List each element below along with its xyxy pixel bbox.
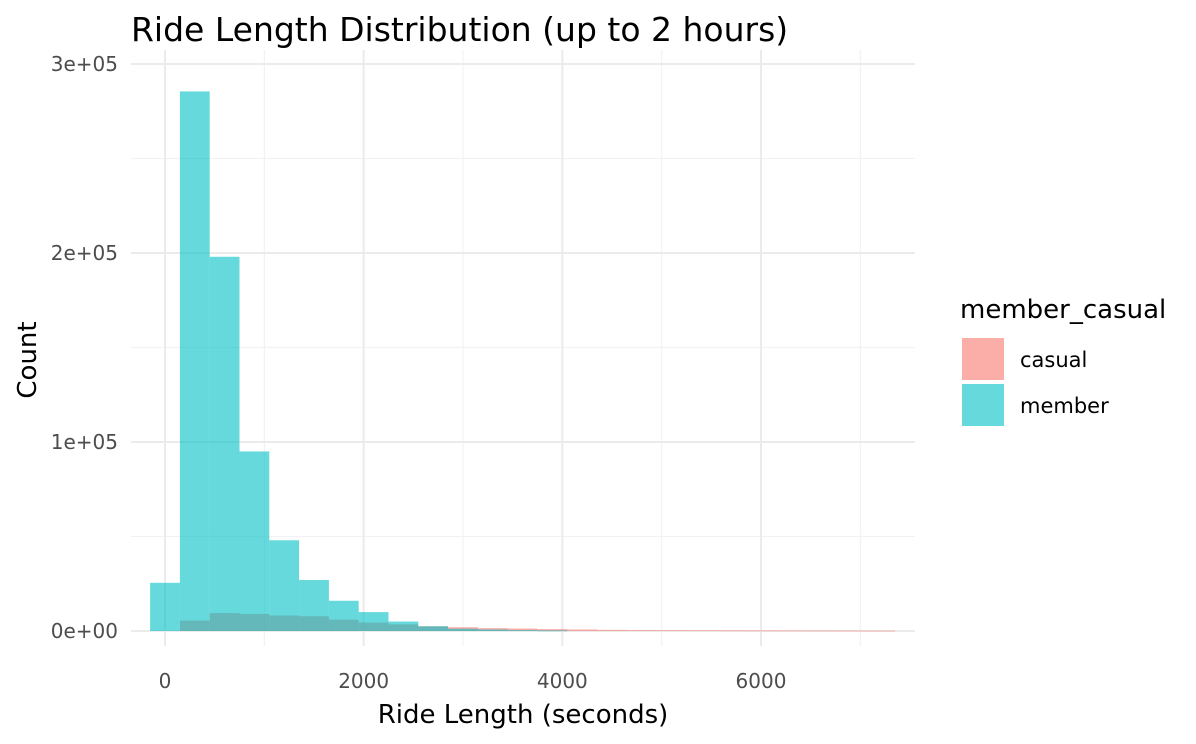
x-tick-label: 4000 <box>537 669 588 693</box>
y-axis: 0e+00 1e+05 2e+05 3e+05 <box>51 52 118 643</box>
x-tick-label: 0 <box>159 669 172 693</box>
bar-casual <box>805 630 836 632</box>
y-tick-label: 0e+00 <box>51 619 118 643</box>
bar-casual <box>567 629 598 631</box>
y-tick-label: 1e+05 <box>51 430 118 454</box>
bar-member <box>239 451 270 631</box>
bars-layer <box>150 91 896 632</box>
bar-member <box>150 582 180 631</box>
legend-key-member <box>962 384 1004 426</box>
bar-casual <box>746 630 776 632</box>
bar-casual <box>775 630 806 632</box>
x-axis: 0 2000 4000 6000 <box>159 669 787 693</box>
legend-key-casual <box>962 338 1004 380</box>
bar-casual <box>507 628 538 631</box>
bar-casual <box>835 630 866 632</box>
bar-casual <box>656 630 687 631</box>
bar-member <box>418 626 449 631</box>
bar-casual <box>537 629 568 631</box>
legend-label-member: member <box>1020 394 1109 418</box>
bar-member <box>448 628 478 631</box>
x-tick-label: 2000 <box>338 669 389 693</box>
bar-member <box>507 630 538 631</box>
bar-member <box>537 630 568 632</box>
bar-casual <box>716 630 747 632</box>
bar-member <box>299 579 329 631</box>
legend: member_casual casual member <box>960 295 1166 426</box>
bar-member <box>269 540 300 631</box>
bar-casual <box>686 630 717 632</box>
bar-member <box>209 256 240 631</box>
y-tick-label: 3e+05 <box>51 52 118 76</box>
y-tick-label: 2e+05 <box>51 241 118 265</box>
x-axis-title: Ride Length (seconds) <box>378 700 669 730</box>
legend-title: member_casual <box>960 295 1166 325</box>
bar-member <box>328 600 359 631</box>
x-tick-label: 6000 <box>736 669 787 693</box>
chart-title: Ride Length Distribution (up to 2 hours) <box>131 10 788 49</box>
bar-member <box>388 621 419 631</box>
bar-casual <box>626 630 657 631</box>
bar-member <box>358 612 389 631</box>
bar-casual <box>865 630 896 632</box>
y-axis-title: Count <box>13 321 43 398</box>
bar-member <box>179 91 210 631</box>
bar-member <box>477 629 508 631</box>
bar-casual <box>597 629 627 631</box>
legend-label-casual: casual <box>1020 348 1087 372</box>
